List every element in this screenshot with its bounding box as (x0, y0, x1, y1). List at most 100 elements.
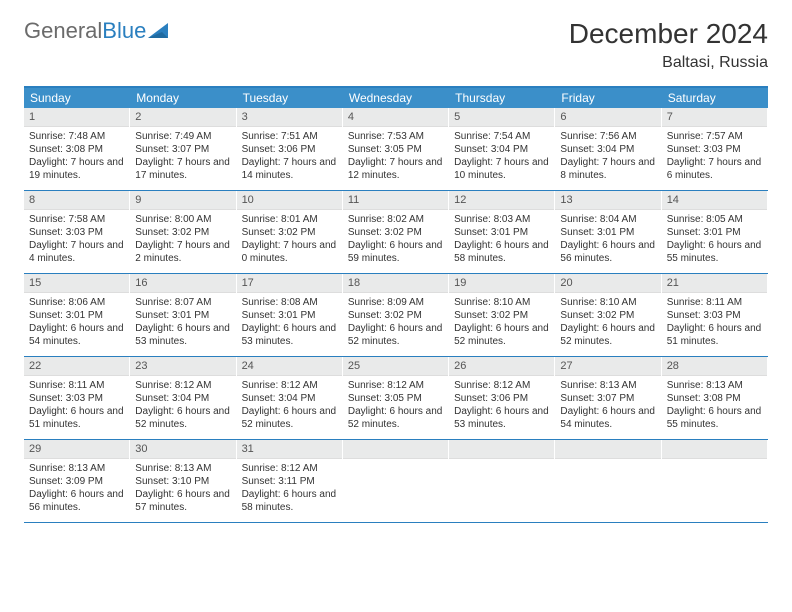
sunset-text: Sunset: 3:06 PM (454, 392, 549, 405)
daylight-text: Daylight: 6 hours and 55 minutes. (667, 239, 762, 265)
sunrise-text: Sunrise: 8:08 AM (242, 296, 337, 309)
day-cell: 11Sunrise: 8:02 AMSunset: 3:02 PMDayligh… (343, 191, 449, 273)
sunrise-text: Sunrise: 8:04 AM (560, 213, 655, 226)
day-body: Sunrise: 8:08 AMSunset: 3:01 PMDaylight:… (237, 293, 342, 353)
sunrise-text: Sunrise: 8:02 AM (348, 213, 443, 226)
logo: GeneralBlue (24, 18, 170, 44)
weekday-label: Friday (555, 88, 661, 108)
day-body: Sunrise: 8:12 AMSunset: 3:05 PMDaylight:… (343, 376, 448, 436)
day-cell: 20Sunrise: 8:10 AMSunset: 3:02 PMDayligh… (555, 274, 661, 356)
day-number: 28 (662, 357, 767, 376)
sunset-text: Sunset: 3:06 PM (242, 143, 337, 156)
day-number (662, 440, 767, 459)
sunrise-text: Sunrise: 7:56 AM (560, 130, 655, 143)
weekday-header: SundayMondayTuesdayWednesdayThursdayFrid… (24, 88, 768, 108)
sunset-text: Sunset: 3:02 PM (560, 309, 655, 322)
day-body (343, 459, 448, 467)
daylight-text: Daylight: 6 hours and 52 minutes. (454, 322, 549, 348)
day-cell: 22Sunrise: 8:11 AMSunset: 3:03 PMDayligh… (24, 357, 130, 439)
brand-second: Blue (102, 18, 146, 44)
week-row: 15 Sunrise: 8:06 AM Sunset: 3:01 PM Dayligh… (24, 274, 768, 357)
brand-first: General (24, 18, 102, 44)
day-number: 3 (237, 108, 342, 127)
daylight-text: Daylight: 6 hours and 58 minutes. (454, 239, 549, 265)
sunset-text: Sunset: 3:04 PM (454, 143, 549, 156)
daylight-text: Daylight: 6 hours and 52 minutes. (348, 322, 443, 348)
sunset-text: Sunset: 3:01 PM (135, 309, 230, 322)
sunrise-text: Sunrise: 7:49 AM (135, 130, 230, 143)
day-body: Sunrise: 8:13 AMSunset: 3:07 PMDaylight:… (555, 376, 660, 436)
day-number: 22 (24, 357, 129, 376)
sunrise-text: Sunrise: 8:13 AM (560, 379, 655, 392)
daylight-text: Daylight: 6 hours and 52 minutes. (348, 405, 443, 431)
day-number (555, 440, 660, 459)
day-body: Sunrise: 7:57 AMSunset: 3:03 PMDaylight:… (662, 127, 767, 187)
day-cell: 12Sunrise: 8:03 AMSunset: 3:01 PMDayligh… (449, 191, 555, 273)
day-number: 26 (449, 357, 554, 376)
day-body: Sunrise: 8:13 AMSunset: 3:09 PMDaylight:… (24, 459, 129, 519)
sunset-text: Sunset: 3:02 PM (348, 309, 443, 322)
day-cell: 17Sunrise: 8:08 AMSunset: 3:01 PMDayligh… (237, 274, 343, 356)
day-number: 15 (24, 274, 129, 293)
sunset-text: Sunset: 3:09 PM (29, 475, 124, 488)
day-number: 30 (130, 440, 235, 459)
day-body: Sunrise: 8:10 AMSunset: 3:02 PMDaylight:… (449, 293, 554, 353)
daylight-text: Daylight: 7 hours and 2 minutes. (135, 239, 230, 265)
sunset-text: Sunset: 3:05 PM (348, 143, 443, 156)
sunrise-text: Sunrise: 8:06 AM (29, 296, 124, 309)
calendar: SundayMondayTuesdayWednesdayThursdayFrid… (24, 86, 768, 523)
sunset-text: Sunset: 3:01 PM (667, 226, 762, 239)
day-number: 24 (237, 357, 342, 376)
day-number (449, 440, 554, 459)
daylight-text: Daylight: 7 hours and 12 minutes. (348, 156, 443, 182)
day-cell (343, 440, 449, 522)
day-cell: 7Sunrise: 7:57 AMSunset: 3:03 PMDaylight… (662, 108, 768, 190)
sunset-text: Sunset: 3:05 PM (348, 392, 443, 405)
day-number: 25 (343, 357, 448, 376)
sunrise-text: Sunrise: 8:12 AM (242, 462, 337, 475)
day-cell: 28Sunrise: 8:13 AMSunset: 3:08 PMDayligh… (662, 357, 768, 439)
sunrise-text: Sunrise: 8:12 AM (348, 379, 443, 392)
month-title: December 2024 (569, 18, 768, 50)
day-body: Sunrise: 8:12 AMSunset: 3:11 PMDaylight:… (237, 459, 342, 519)
day-cell (555, 440, 661, 522)
day-cell: 9Sunrise: 8:00 AMSunset: 3:02 PMDaylight… (130, 191, 236, 273)
day-cell: 3Sunrise: 7:51 AMSunset: 3:06 PMDaylight… (237, 108, 343, 190)
day-number: 18 (343, 274, 448, 293)
day-number (343, 440, 448, 459)
sunset-text: Sunset: 3:01 PM (560, 226, 655, 239)
day-body: Sunrise: 8:11 AMSunset: 3:03 PMDaylight:… (24, 376, 129, 436)
day-body (662, 459, 767, 467)
daylight-text: Daylight: 6 hours and 55 minutes. (667, 405, 762, 431)
day-number: 31 (237, 440, 342, 459)
weekday-label: Saturday (662, 88, 768, 108)
day-number: 11 (343, 191, 448, 210)
sunrise-text: Sunrise: 8:13 AM (29, 462, 124, 475)
daylight-text: Daylight: 6 hours and 56 minutes. (560, 239, 655, 265)
header: GeneralBlue December 2024 Baltasi, Russi… (0, 0, 792, 78)
day-body: Sunrise: 8:13 AMSunset: 3:08 PMDaylight:… (662, 376, 767, 436)
sunrise-text: Sunrise: 8:11 AM (29, 379, 124, 392)
weekday-label: Sunday (24, 88, 130, 108)
sunrise-text: Sunrise: 8:12 AM (135, 379, 230, 392)
day-body: Sunrise: 8:03 AMSunset: 3:01 PMDaylight:… (449, 210, 554, 270)
day-cell: 21Sunrise: 8:11 AMSunset: 3:03 PMDayligh… (662, 274, 768, 356)
daylight-text: Daylight: 7 hours and 19 minutes. (29, 156, 124, 182)
day-cell: 25Sunrise: 8:12 AMSunset: 3:05 PMDayligh… (343, 357, 449, 439)
daylight-text: Daylight: 6 hours and 51 minutes. (29, 405, 124, 431)
day-body (449, 459, 554, 467)
weekday-label: Monday (130, 88, 236, 108)
day-cell: 6Sunrise: 7:56 AMSunset: 3:04 PMDaylight… (555, 108, 661, 190)
daylight-text: Daylight: 6 hours and 51 minutes. (667, 322, 762, 348)
day-body: Sunrise: 8:12 AMSunset: 3:06 PMDaylight:… (449, 376, 554, 436)
day-number: 9 (130, 191, 235, 210)
day-number: 5 (449, 108, 554, 127)
daylight-text: Daylight: 6 hours and 53 minutes. (454, 405, 549, 431)
day-body: Sunrise: 8:05 AMSunset: 3:01 PMDaylight:… (662, 210, 767, 270)
sunset-text: Sunset: 3:07 PM (135, 143, 230, 156)
sunset-text: Sunset: 3:08 PM (667, 392, 762, 405)
daylight-text: Daylight: 7 hours and 10 minutes. (454, 156, 549, 182)
sunset-text: Sunset: 3:11 PM (242, 475, 337, 488)
week-row: 1Sunrise: 7:48 AMSunset: 3:08 PMDaylight… (24, 108, 768, 191)
weekday-label: Tuesday (237, 88, 343, 108)
